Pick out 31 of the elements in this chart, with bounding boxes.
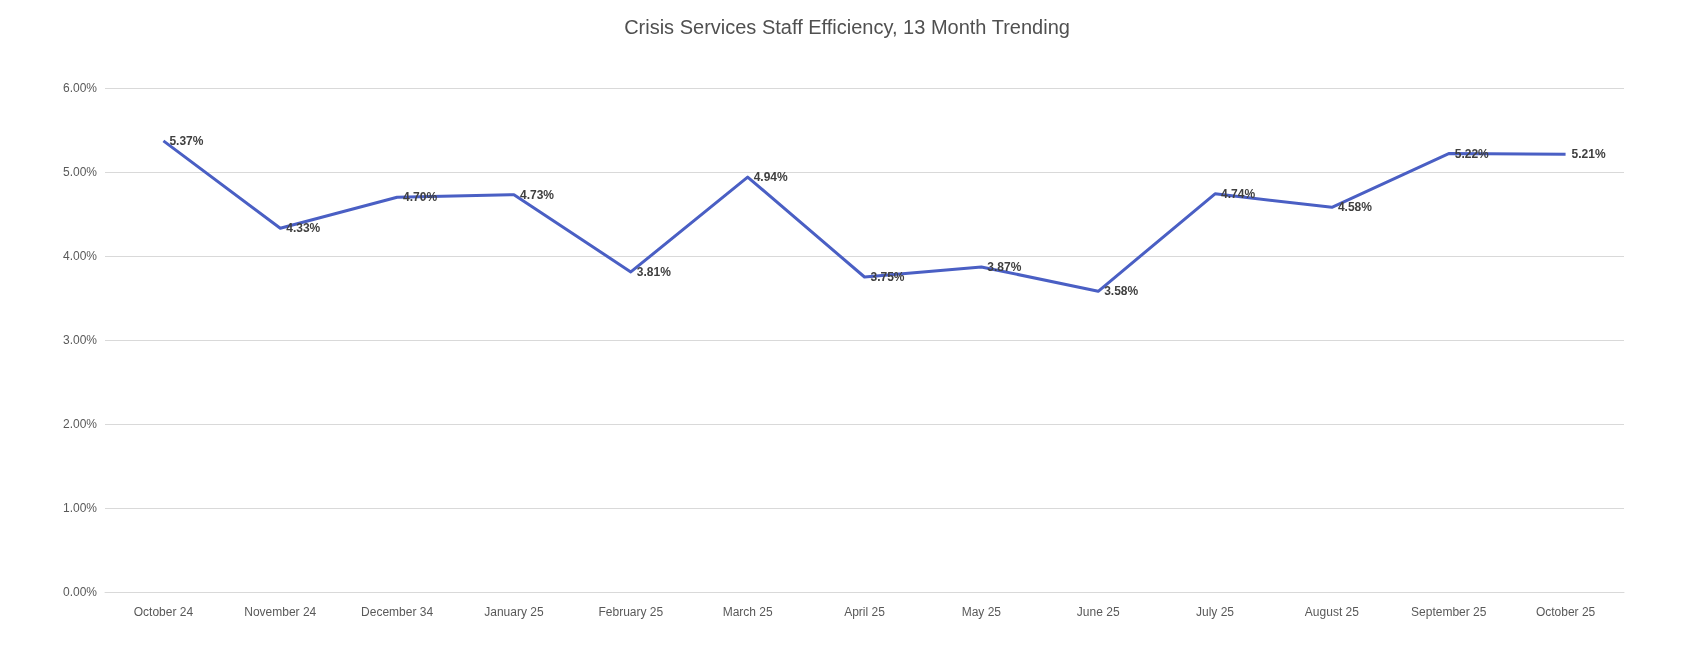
x-tick-label: August 25 — [1304, 605, 1360, 619]
y-tick-label: 6.00% — [62, 81, 98, 95]
data-label: 4.33% — [286, 221, 321, 236]
x-tick-label: May 25 — [961, 605, 1002, 619]
data-label: 4.73% — [519, 187, 555, 202]
x-tick-label: October 25 — [1535, 605, 1596, 619]
x-tick-label: February 25 — [598, 605, 664, 619]
x-tick-label: October 24 — [133, 605, 194, 619]
y-tick-label: 3.00% — [62, 333, 98, 347]
x-tick-label: April 25 — [844, 605, 886, 619]
y-tick-label: 5.00% — [62, 165, 98, 179]
y-tick-label: 2.00% — [62, 417, 98, 431]
y-tick-label: 1.00% — [62, 501, 98, 515]
chart-title: Crisis Services Staff Efficiency, 13 Month Trending — [624, 16, 1070, 38]
x-tick-label: January 25 — [484, 605, 544, 619]
x-tick-label: December 34 — [361, 605, 434, 619]
y-tick-label: 4.00% — [62, 249, 98, 263]
x-tick-label: June 25 — [1076, 605, 1120, 619]
data-label: 3.87% — [987, 259, 1022, 274]
data-label: 3.58% — [1104, 284, 1139, 299]
y-tick-label: 0.00% — [62, 585, 98, 599]
data-label: 5.21% — [1571, 147, 1606, 162]
x-tick-label: July 25 — [1196, 605, 1235, 619]
data-label: 4.94% — [753, 170, 789, 185]
data-label: 4.58% — [1337, 200, 1373, 215]
x-tick-label: November 24 — [244, 605, 317, 619]
data-label: 3.81% — [636, 264, 672, 279]
data-label: 5.37% — [169, 133, 204, 148]
data-label: 5.22% — [1454, 146, 1490, 161]
x-tick-label: September 25 — [1411, 605, 1487, 619]
x-tick-label: March 25 — [722, 605, 773, 619]
